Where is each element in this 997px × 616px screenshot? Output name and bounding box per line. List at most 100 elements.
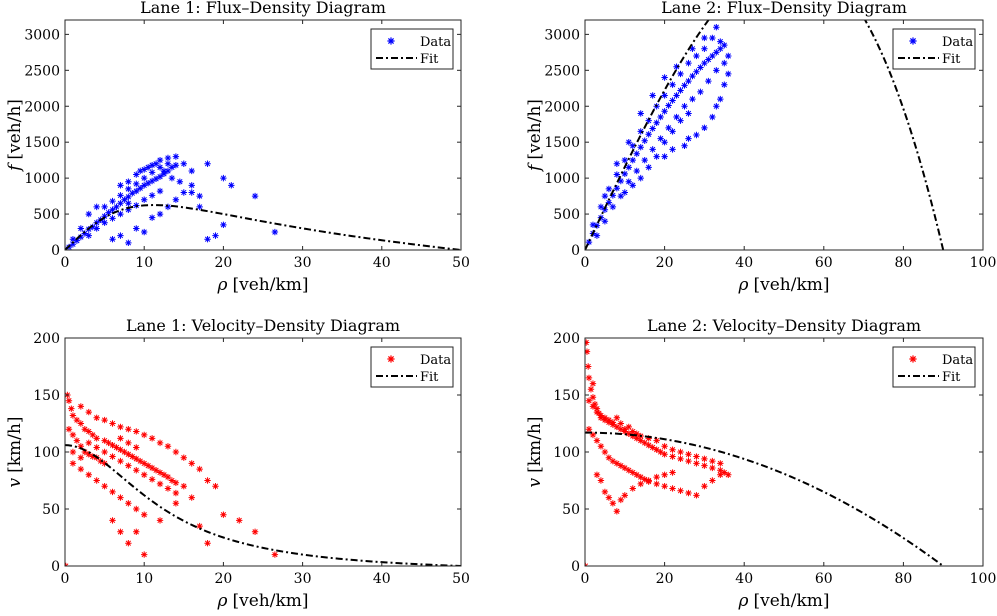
data-point — [661, 138, 668, 146]
data-point — [701, 34, 708, 42]
data-point — [709, 464, 716, 472]
data-point — [69, 431, 77, 439]
data-point — [117, 446, 124, 453]
data-point — [689, 45, 696, 52]
data-point — [653, 153, 660, 160]
data-point — [625, 164, 632, 171]
y-tick-label: 50 — [562, 502, 580, 518]
data-point — [645, 117, 652, 124]
data-point — [629, 428, 636, 435]
data-point — [212, 232, 219, 239]
data-point — [101, 448, 108, 456]
data-point — [188, 460, 195, 467]
data-point — [701, 483, 708, 490]
data-point — [164, 154, 172, 162]
data-point — [597, 443, 605, 450]
x-tick-label: 10 — [135, 255, 153, 271]
data-point — [101, 219, 108, 226]
data-point — [109, 517, 116, 524]
y-tick-label: 0 — [51, 559, 60, 575]
data-point — [148, 476, 156, 483]
axes-box — [584, 19, 984, 251]
x-tick-label: 0 — [581, 255, 590, 271]
data-point — [164, 443, 172, 450]
data-point — [93, 414, 100, 421]
data-point — [677, 448, 684, 456]
data-point — [188, 167, 195, 175]
data-point — [133, 528, 140, 535]
data-point — [669, 81, 676, 88]
data-point — [93, 203, 100, 211]
x-axis-symbol: ρ — [737, 275, 748, 295]
legend-data-marker — [909, 355, 917, 363]
chart-title: Lane 2: Flux–Density Diagram — [661, 0, 907, 17]
data-point — [629, 469, 636, 476]
data-point — [701, 455, 708, 463]
x-tick-label: 100 — [970, 571, 997, 587]
data-point — [705, 77, 712, 85]
data-point — [156, 210, 164, 218]
data-point — [188, 182, 195, 189]
data-point — [180, 160, 187, 167]
data-point — [109, 488, 116, 496]
data-point — [593, 232, 601, 239]
data-point — [677, 87, 684, 94]
data-point — [196, 203, 203, 211]
data-point — [681, 82, 688, 89]
x-tick-label: 40 — [735, 571, 753, 587]
data-point — [152, 160, 160, 167]
data-point — [125, 206, 132, 213]
data-point — [629, 432, 636, 440]
data-point — [156, 439, 164, 447]
data-point — [77, 454, 85, 461]
data-point — [693, 52, 700, 60]
data-point — [172, 153, 180, 160]
data-point — [645, 477, 652, 484]
data-point — [68, 405, 75, 412]
data-point — [669, 128, 676, 135]
legend: Data Fit — [370, 346, 454, 388]
data-series — [65, 391, 279, 566]
data-point — [160, 471, 168, 478]
data-point — [653, 446, 660, 453]
x-tick-label: 30 — [294, 571, 312, 587]
data-point — [673, 113, 680, 121]
data-point — [589, 431, 597, 439]
data-point — [637, 473, 644, 481]
data-point — [697, 88, 704, 96]
data-point — [129, 453, 136, 460]
data-point — [585, 348, 591, 355]
y-axis-symbol: v — [525, 477, 545, 487]
data-point — [693, 131, 700, 139]
data-point — [725, 471, 732, 478]
data-point — [125, 193, 132, 201]
x-axis-unit: [veh/km] — [232, 591, 308, 611]
data-point — [180, 189, 187, 196]
y-tick-label: 200 — [553, 331, 580, 347]
data-point — [109, 420, 116, 427]
data-point — [204, 477, 211, 484]
data-point — [133, 171, 140, 178]
data-point — [661, 153, 668, 160]
data-point — [148, 435, 156, 442]
data-point — [105, 209, 112, 216]
data-point — [133, 187, 140, 195]
data-series — [585, 339, 732, 566]
data-point — [141, 471, 148, 478]
data-point — [109, 197, 116, 205]
data-point — [613, 423, 621, 431]
data-point — [81, 426, 88, 433]
data-point — [625, 467, 632, 474]
y-tick-label: 150 — [553, 388, 580, 404]
chart-title: Lane 2: Velocity–Density Diagram — [647, 316, 921, 335]
data-point — [601, 192, 609, 200]
data-point — [629, 182, 636, 189]
data-point — [77, 420, 85, 427]
data-point — [641, 156, 648, 164]
data-point — [148, 192, 156, 199]
data-point — [665, 124, 672, 132]
data-point — [677, 487, 684, 494]
data-point — [77, 225, 85, 232]
data-point — [204, 160, 211, 167]
